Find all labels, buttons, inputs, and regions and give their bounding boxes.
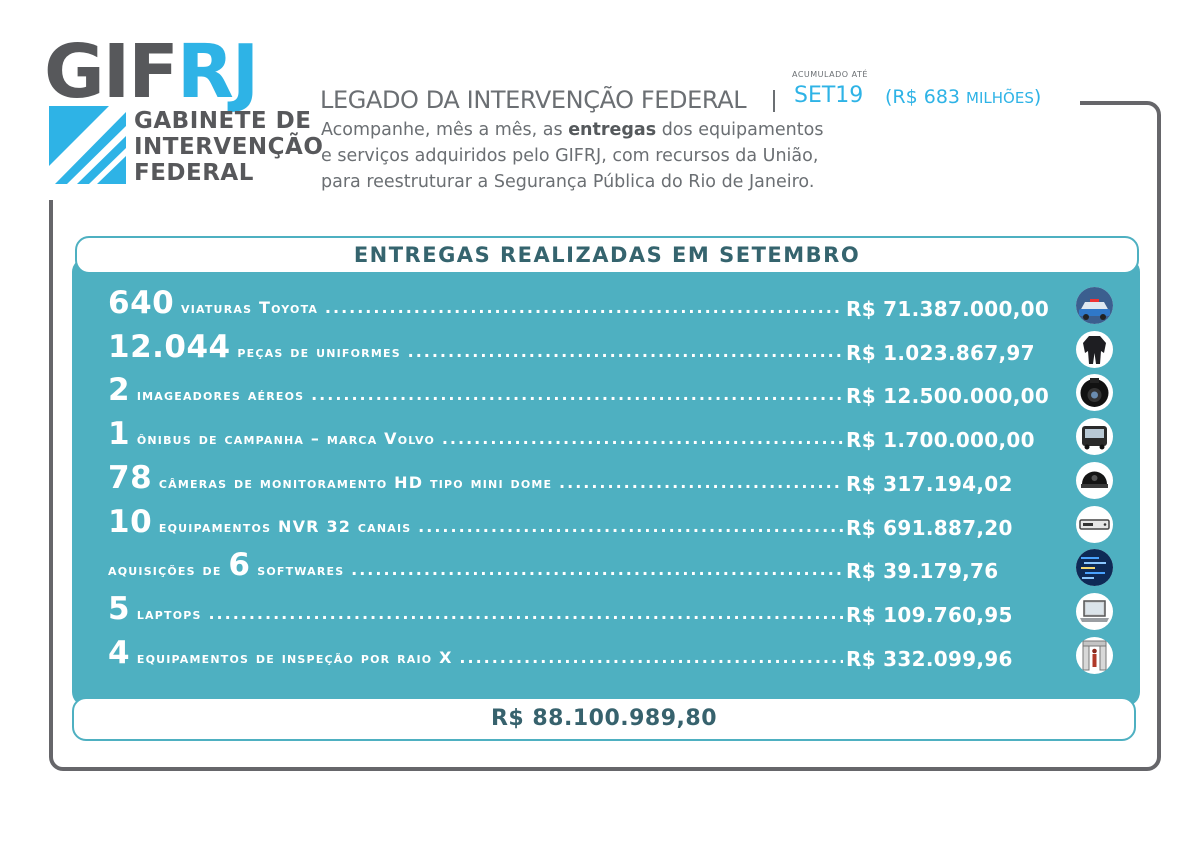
aerial-camera-icon [1076,374,1113,412]
delivery-row: 5 laptops ..............................… [108,591,1118,633]
leader-dots: ........................................… [418,516,843,536]
delivery-row: 78 câmeras de monitoramento HD tipo mini… [108,460,1118,502]
xray-scanner-icon [1076,636,1113,674]
item-name: imageadores aéreos [130,385,312,405]
delivery-description: 640 viaturas Toyota ....................… [108,285,843,321]
item-name: ônibus de campanha – marca Volvo [130,429,442,449]
item-value: R$ 71.387.000,00 [846,297,1050,321]
item-quantity: 78 [108,459,153,496]
uniform-icon [1076,330,1113,368]
item-name: equipamentos NVR 32 canais [152,516,419,536]
accumulated-total: (R$ 683 MILHÕES) [885,86,1042,108]
delivery-description: 5 laptops ..............................… [108,591,843,627]
deliveries-panel [72,258,1140,706]
section-title: ENTREGAS REALIZADAS EM SETEMBRO [75,236,1139,274]
item-value: R$ 39.179,76 [846,559,999,584]
item-name: peças de uniformes [230,341,408,361]
item-prefix: aquisições de [108,560,229,580]
software-icon [1076,549,1113,587]
leader-dots: ........................................… [407,341,843,361]
leader-dots: ........................................… [559,472,843,492]
item-name: softwares [250,560,352,580]
delivery-description: 4 equipamentos de inspeção por raio X ..… [108,635,843,671]
title-divider [773,90,775,112]
intro-text: Acompanhe, mês a mês, as entregas dos eq… [321,120,824,192]
bus-icon [1076,418,1113,456]
item-quantity: 12.044 [108,328,231,365]
period-label: SET19 [794,83,864,108]
logo-agency-name: GABINETE DE INTERVENÇÃO FEDERAL [134,108,324,186]
delivery-row: 12.044 peças de uniformes ..............… [108,329,1118,371]
laptop-icon [1076,592,1113,630]
leader-dots: ........................................… [441,429,843,449]
delivery-row: 4 equipamentos de inspeção por raio X ..… [108,635,1118,677]
item-quantity: 1 [108,416,131,453]
leader-dots: ........................................… [311,385,843,405]
item-quantity: 2 [108,372,131,409]
delivery-row: 2 imageadores aéreos ...................… [108,372,1118,414]
leader-dots: ........................................… [324,298,843,317]
delivery-description: 1 ônibus de campanha – marca Volvo .....… [108,416,843,452]
page-title: LEGADO DA INTERVENÇÃO FEDERAL [320,86,747,114]
leader-dots: ........................................… [208,603,843,623]
leader-dots: ........................................… [351,560,843,580]
item-value: R$ 1.700.000,00 [846,428,1035,453]
item-value: R$ 109.760,95 [846,602,1013,627]
item-value: R$ 332.099,96 [846,646,1013,671]
delivery-description: aquisições de 6 softwares ..............… [108,547,843,583]
police-car-icon [1076,287,1113,324]
grand-total: R$ 88.100.989,80 [72,697,1136,741]
item-quantity: 4 [108,634,131,671]
item-value: R$ 1.023.867,97 [846,340,1035,365]
delivery-row: 10 equipamentos NVR 32 canais ..........… [108,504,1118,546]
item-quantity: 10 [108,503,153,540]
dome-camera-icon [1076,461,1113,499]
item-name: viaturas Toyota [174,298,325,317]
delivery-description: 12.044 peças de uniformes ..............… [108,329,843,365]
gifrj-logo: GIFRJ [44,29,259,115]
delivery-row: 640 viaturas Toyota ....................… [108,285,1118,327]
nvr-icon [1076,505,1113,543]
delivery-row: aquisições de 6 softwares ..............… [108,547,1118,589]
logo-road-icon [49,106,126,184]
delivery-description: 2 imageadores aéreos ...................… [108,372,843,408]
item-name: equipamentos de inspeção por raio X [130,647,460,667]
item-quantity: 5 [108,590,131,627]
delivery-row: 1 ônibus de campanha – marca Volvo .....… [108,416,1118,458]
delivery-description: 78 câmeras de monitoramento HD tipo mini… [108,460,843,496]
item-value: R$ 691.887,20 [846,515,1013,540]
item-quantity: 6 [228,547,251,584]
item-name: laptops [130,603,209,623]
accumulated-label: ACUMULADO ATÉ [792,70,868,79]
item-name: câmeras de monitoramento HD tipo mini do… [152,472,560,492]
delivery-description: 10 equipamentos NVR 32 canais ..........… [108,504,843,540]
item-quantity: 640 [108,285,175,321]
item-value: R$ 12.500.000,00 [846,384,1050,409]
item-value: R$ 317.194,02 [846,471,1013,496]
leader-dots: ........................................… [459,647,843,667]
